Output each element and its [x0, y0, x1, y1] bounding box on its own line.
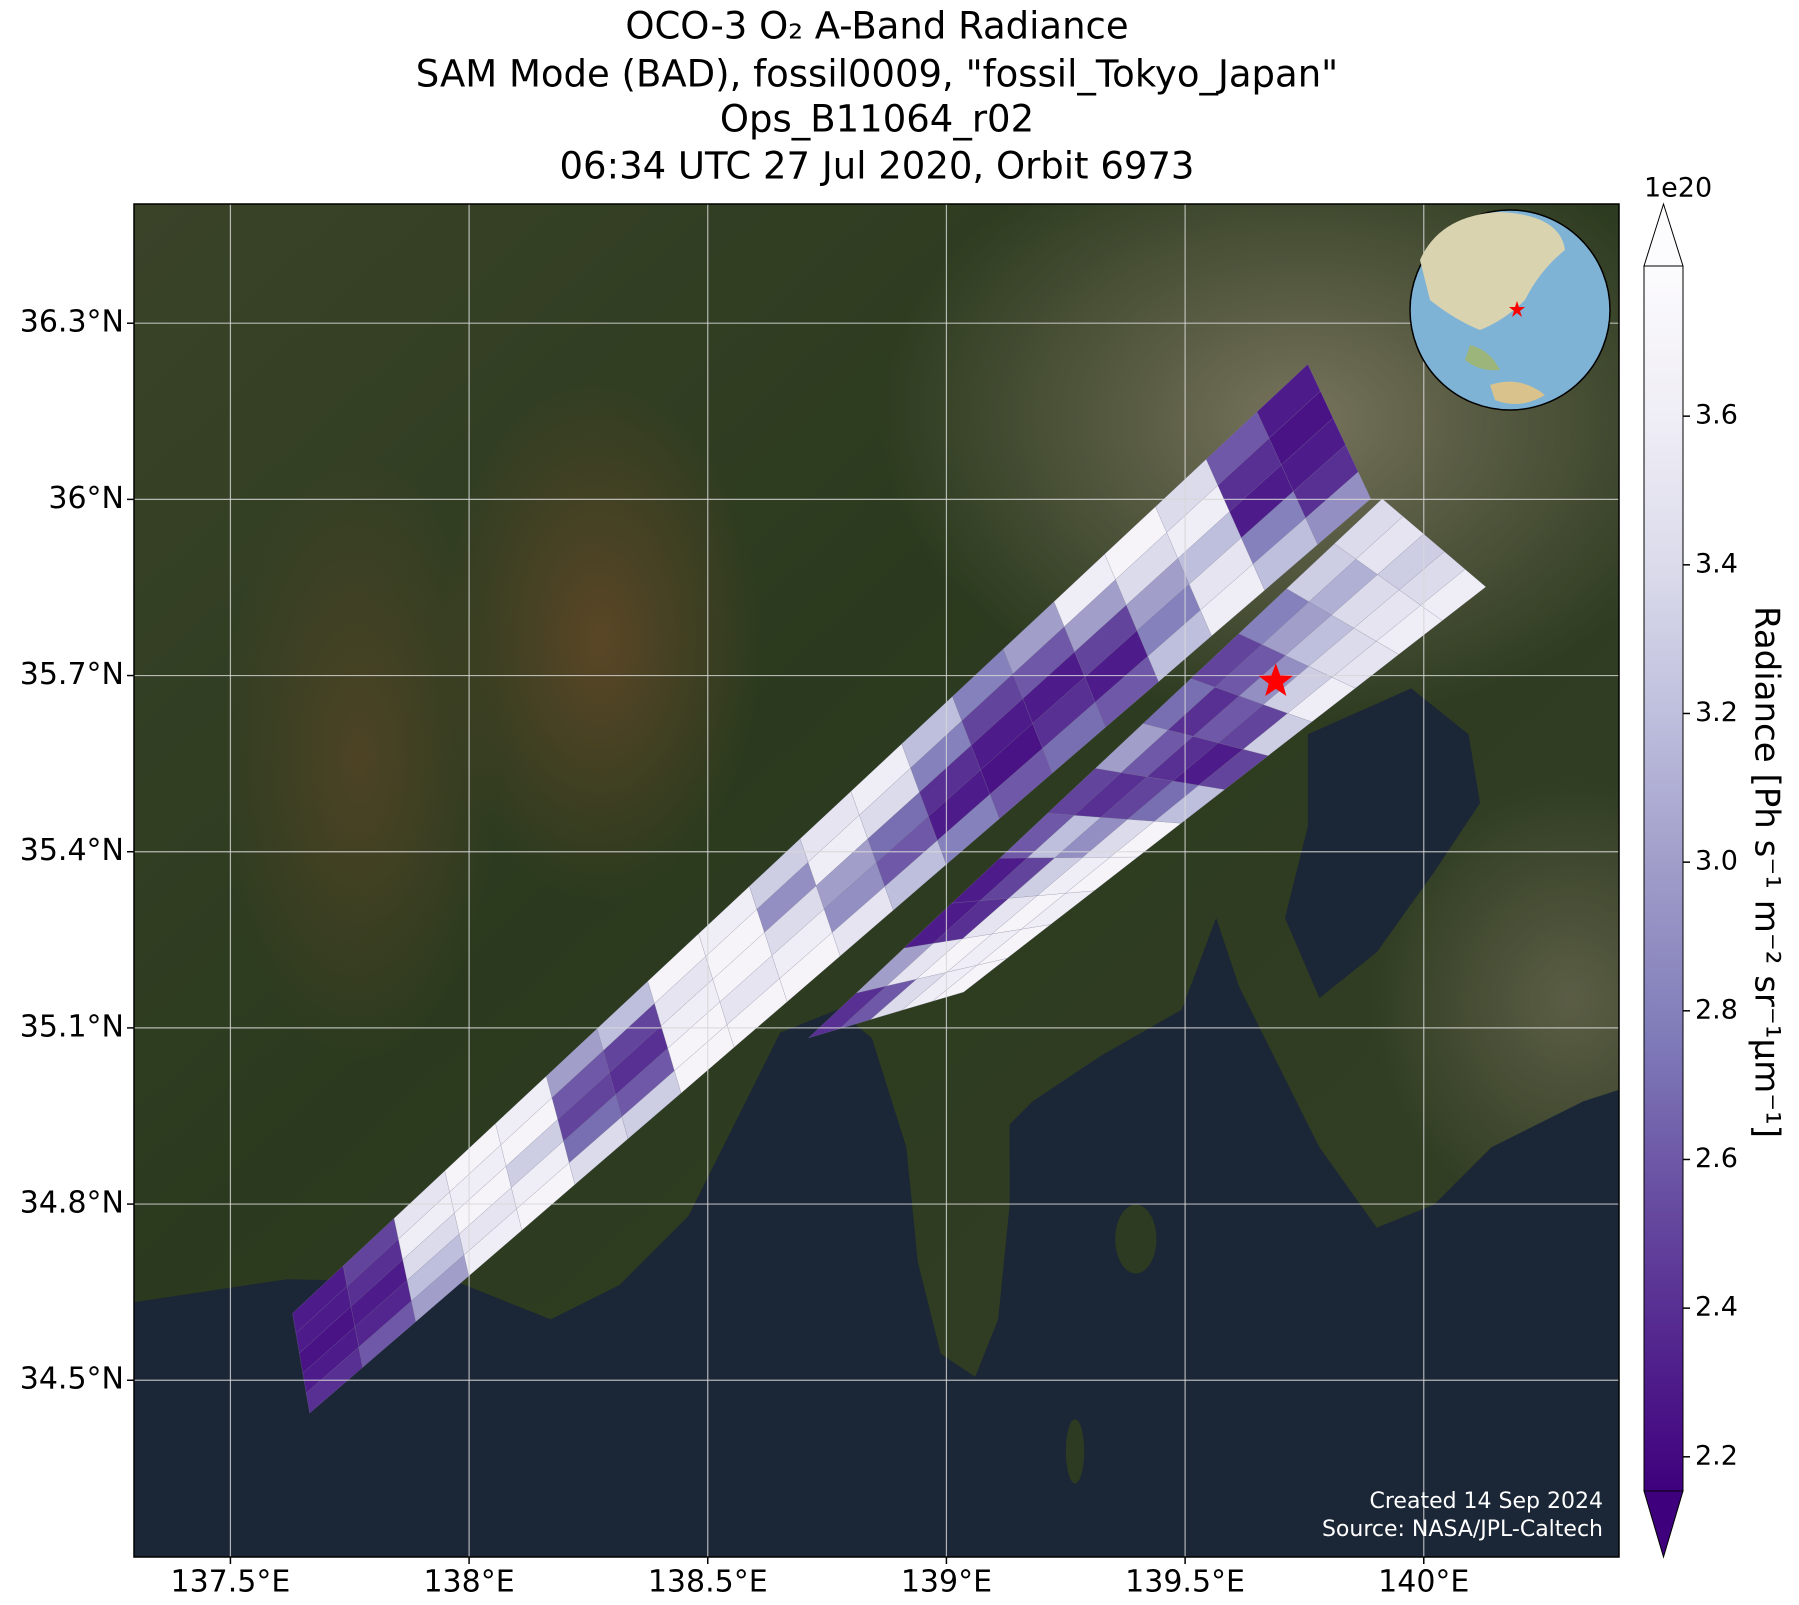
- island: [1065, 1419, 1085, 1484]
- y-tick-label: 34.8°N: [20, 1186, 124, 1221]
- colorbar-tick-label: 3.2: [1695, 697, 1738, 728]
- globe-land: [1465, 345, 1500, 371]
- y-tick-label: 36.3°N: [20, 305, 124, 340]
- swath-layer: [292, 363, 1487, 1414]
- colorbar-tick-label: 2.6: [1695, 1143, 1738, 1174]
- ocean: [134, 917, 1619, 1557]
- plain: [1370, 780, 1619, 1220]
- globe-land: [1490, 381, 1545, 404]
- colorbar-tick-label: 2.8: [1695, 994, 1738, 1025]
- colorbar-tick-label: 2.2: [1695, 1440, 1738, 1471]
- colorbar-extend: [1643, 1490, 1684, 1559]
- y-tick-label: 34.5°N: [20, 1362, 124, 1397]
- swath-cell: [1420, 569, 1487, 621]
- mountains: [220, 460, 500, 1060]
- colorbar-offset: 1e20: [1644, 173, 1712, 204]
- colorbar-extend: [1643, 202, 1684, 267]
- colorbar-tick-label: 3.4: [1695, 548, 1738, 579]
- x-tick-label: 137.5°E: [171, 1565, 291, 1600]
- x-tick-label: 139°E: [901, 1565, 992, 1600]
- title-line: OCO-3 O₂ A-Band Radiance: [625, 5, 1128, 48]
- x-tick-label: 140°E: [1378, 1565, 1469, 1600]
- target-marker: [1258, 663, 1293, 696]
- title-line: Ops_B11064_r02: [720, 98, 1034, 141]
- colorbar-frame: [1643, 265, 1684, 1492]
- y-tick-label: 35.1°N: [20, 1009, 124, 1044]
- colorbar-tick-label: 2.4: [1695, 1292, 1738, 1323]
- grid: [134, 204, 1619, 1557]
- island: [1115, 1204, 1157, 1274]
- inset-globe: [1409, 209, 1611, 411]
- tokyo-bay: [1284, 688, 1481, 999]
- annotation: Source: NASA/JPL-Caltech: [1322, 1517, 1603, 1542]
- mountains: [440, 380, 760, 900]
- globe-marker: [1509, 301, 1525, 317]
- y-tick-label: 35.4°N: [20, 833, 124, 868]
- colorbar: [1644, 266, 1683, 1491]
- title-line: SAM Mode (BAD), fossil0009, "fossil_Toky…: [416, 53, 1338, 96]
- overlay: [1258, 209, 1611, 696]
- x-tick-label: 138.5°E: [648, 1565, 768, 1600]
- map-frame: [133, 203, 1620, 1558]
- y-tick-label: 36°N: [48, 481, 124, 516]
- annotation: Created 14 Sep 2024: [1370, 1489, 1604, 1514]
- x-tick-label: 139.5°E: [1125, 1565, 1245, 1600]
- x-tick-label: 138°E: [423, 1565, 514, 1600]
- title-line: 06:34 UTC 27 Jul 2020, Orbit 6973: [560, 145, 1195, 188]
- globe-land: [1420, 212, 1565, 330]
- colorbar-tick-label: 3.0: [1695, 846, 1738, 877]
- colorbar-tick-label: 3.6: [1695, 400, 1738, 431]
- y-tick-label: 35.7°N: [20, 657, 124, 692]
- colorbar-label: Radiance [Ph s⁻¹ m⁻² sr⁻¹μm⁻¹]: [1747, 606, 1787, 1138]
